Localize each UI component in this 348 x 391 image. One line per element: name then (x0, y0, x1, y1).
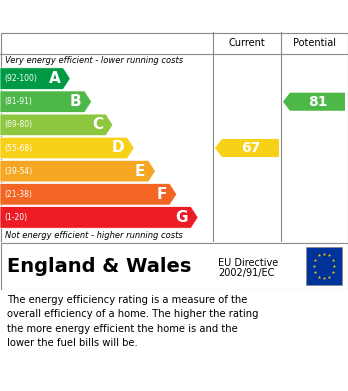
Polygon shape (0, 137, 134, 159)
Polygon shape (0, 91, 92, 113)
Polygon shape (0, 207, 198, 228)
Bar (306, 247, 342, 285)
Text: (39-54): (39-54) (4, 167, 32, 176)
Text: England & Wales: England & Wales (7, 256, 191, 276)
Text: 2002/91/EC: 2002/91/EC (218, 268, 274, 278)
Text: (1-20): (1-20) (4, 213, 27, 222)
Text: 81: 81 (308, 95, 327, 109)
Text: EU Directive: EU Directive (218, 258, 278, 268)
Polygon shape (215, 139, 279, 157)
Text: A: A (48, 71, 60, 86)
Text: (92-100): (92-100) (4, 74, 37, 83)
Text: (55-68): (55-68) (4, 143, 32, 152)
Text: G: G (176, 210, 188, 225)
Text: B: B (70, 94, 81, 109)
Text: 67: 67 (241, 141, 260, 155)
Text: C: C (92, 117, 103, 133)
Text: The energy efficiency rating is a measure of the
overall efficiency of a home. T: The energy efficiency rating is a measur… (7, 295, 259, 348)
Polygon shape (0, 114, 113, 136)
Text: Current: Current (229, 38, 266, 48)
Text: Energy Efficiency Rating: Energy Efficiency Rating (8, 9, 218, 23)
Text: (81-91): (81-91) (4, 97, 32, 106)
Text: (21-38): (21-38) (4, 190, 32, 199)
Text: Not energy efficient - higher running costs: Not energy efficient - higher running co… (5, 231, 183, 240)
Text: E: E (135, 164, 145, 179)
Text: F: F (156, 187, 167, 202)
Polygon shape (0, 183, 177, 205)
Polygon shape (283, 93, 345, 111)
Polygon shape (0, 68, 70, 89)
Text: Potential: Potential (293, 38, 336, 48)
Text: D: D (112, 140, 124, 156)
Polygon shape (0, 160, 156, 182)
Text: Very energy efficient - lower running costs: Very energy efficient - lower running co… (5, 56, 183, 65)
Text: (69-80): (69-80) (4, 120, 32, 129)
